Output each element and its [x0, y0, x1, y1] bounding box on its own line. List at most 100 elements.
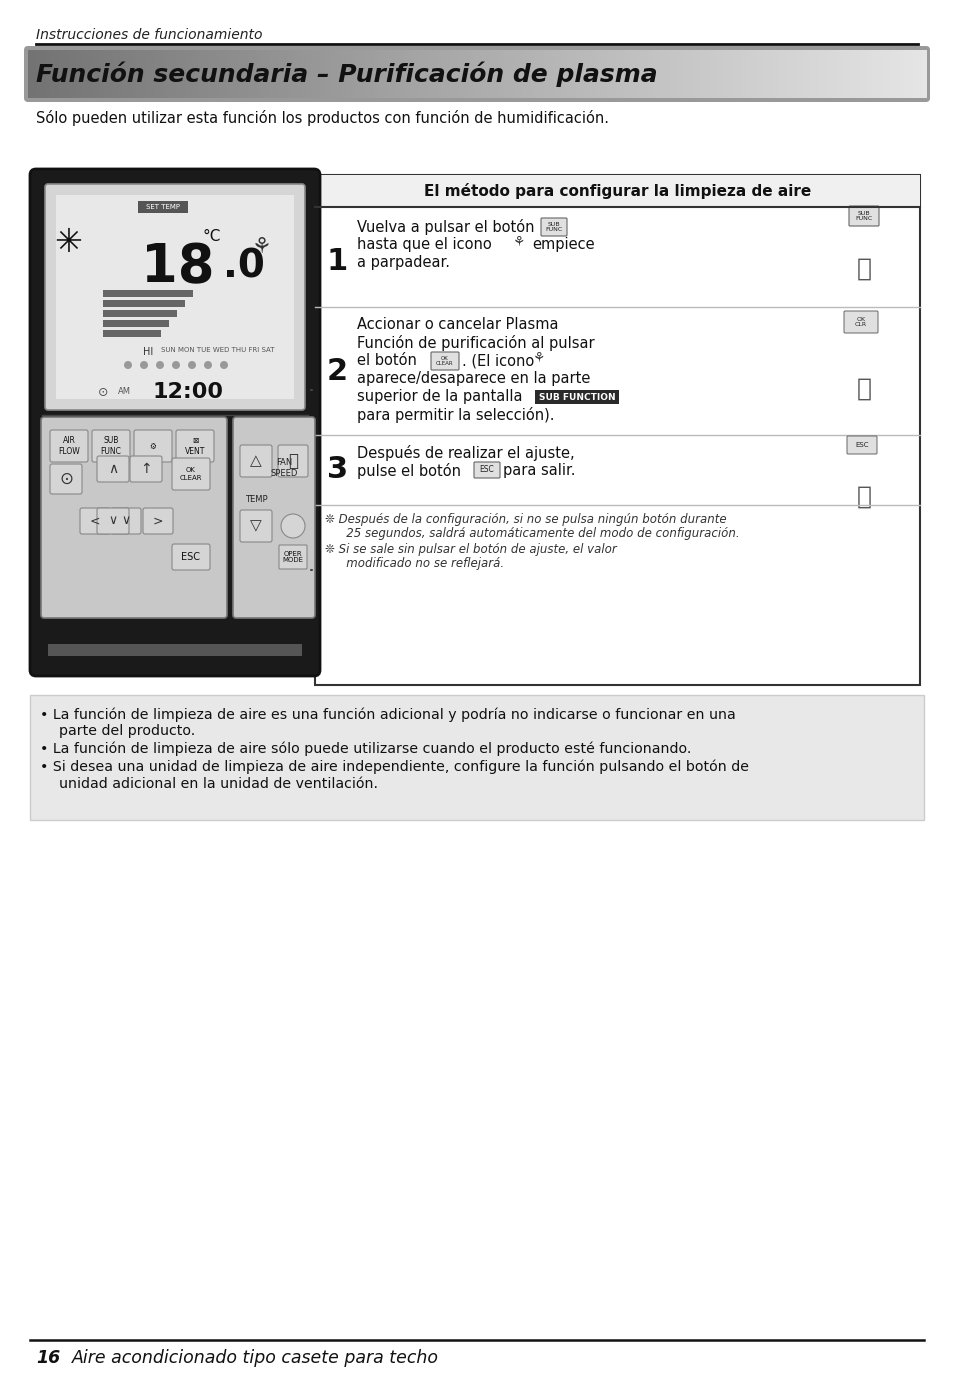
- Bar: [468, 50, 473, 98]
- Text: aparece/desaparece en la parte: aparece/desaparece en la parte: [356, 371, 590, 386]
- Text: SUN MON TUE WED THU FRI SAT: SUN MON TUE WED THU FRI SAT: [161, 347, 274, 353]
- Text: OK
CLR: OK CLR: [854, 316, 866, 328]
- Text: SUB
FUNC: SUB FUNC: [100, 437, 121, 456]
- Bar: [436, 50, 441, 98]
- Bar: [763, 50, 769, 98]
- Text: HI: HI: [143, 347, 153, 357]
- Bar: [530, 50, 536, 98]
- Bar: [912, 50, 917, 98]
- Bar: [732, 50, 738, 98]
- Text: 🖐: 🖐: [856, 258, 871, 281]
- Bar: [28, 50, 33, 98]
- Bar: [800, 50, 805, 98]
- Bar: [279, 50, 285, 98]
- Bar: [91, 50, 96, 98]
- FancyBboxPatch shape: [50, 463, 82, 494]
- Text: ⚘: ⚘: [532, 351, 544, 365]
- Bar: [271, 50, 275, 98]
- Text: El método para configurar la limpieza de aire: El método para configurar la limpieza de…: [423, 183, 810, 199]
- Bar: [172, 50, 177, 98]
- Text: OK
CLEAR: OK CLEAR: [436, 356, 454, 367]
- Text: >: >: [152, 515, 163, 528]
- Bar: [836, 50, 841, 98]
- Text: el botón: el botón: [356, 353, 416, 368]
- Bar: [476, 50, 482, 98]
- Text: ⚘: ⚘: [252, 237, 272, 258]
- Bar: [167, 50, 172, 98]
- Text: 18: 18: [141, 241, 214, 293]
- FancyBboxPatch shape: [431, 351, 458, 370]
- Bar: [135, 50, 141, 98]
- Text: ❊ Si se sale sin pulsar el botón de ajuste, el valor: ❊ Si se sale sin pulsar el botón de ajus…: [325, 543, 616, 556]
- Bar: [768, 50, 774, 98]
- Bar: [535, 50, 540, 98]
- Text: OK
CLEAR: OK CLEAR: [179, 468, 202, 480]
- Text: ↑: ↑: [140, 462, 152, 476]
- Bar: [41, 50, 47, 98]
- Bar: [314, 175, 919, 207]
- Bar: [647, 50, 653, 98]
- Text: superior de la pantalla: superior de la pantalla: [356, 389, 522, 405]
- Bar: [423, 50, 428, 98]
- Text: TEMP: TEMP: [244, 496, 267, 504]
- Bar: [558, 50, 562, 98]
- FancyBboxPatch shape: [278, 545, 307, 568]
- Text: △: △: [250, 454, 262, 469]
- Text: SUB
FUNC: SUB FUNC: [855, 210, 872, 221]
- Bar: [243, 50, 249, 98]
- Bar: [64, 50, 70, 98]
- Bar: [132, 50, 136, 98]
- Bar: [472, 50, 477, 98]
- Bar: [46, 50, 51, 98]
- Text: 3: 3: [327, 455, 348, 484]
- Bar: [333, 50, 338, 98]
- FancyBboxPatch shape: [848, 206, 878, 225]
- Bar: [584, 50, 590, 98]
- Bar: [364, 50, 370, 98]
- Text: a parpadear.: a parpadear.: [356, 255, 450, 270]
- Bar: [571, 50, 577, 98]
- Bar: [418, 50, 424, 98]
- Bar: [576, 50, 580, 98]
- Bar: [916, 50, 922, 98]
- Bar: [579, 50, 585, 98]
- Bar: [301, 50, 307, 98]
- Bar: [103, 290, 193, 297]
- Bar: [535, 391, 618, 405]
- Bar: [37, 50, 43, 98]
- Bar: [611, 50, 617, 98]
- Bar: [297, 50, 302, 98]
- Text: Función de purificación al pulsar: Función de purificación al pulsar: [356, 335, 594, 351]
- Bar: [427, 50, 433, 98]
- Bar: [692, 50, 698, 98]
- Bar: [907, 50, 913, 98]
- Bar: [59, 50, 65, 98]
- Text: 1: 1: [327, 248, 348, 277]
- Bar: [490, 50, 496, 98]
- Bar: [69, 50, 73, 98]
- Bar: [499, 50, 504, 98]
- Bar: [638, 50, 643, 98]
- Bar: [804, 50, 809, 98]
- Bar: [526, 50, 532, 98]
- Bar: [786, 50, 792, 98]
- Bar: [360, 50, 365, 98]
- Text: Función secundaria – Purificación de plasma: Función secundaria – Purificación de pla…: [36, 62, 657, 87]
- Text: ESC: ESC: [181, 552, 200, 561]
- FancyBboxPatch shape: [846, 435, 876, 454]
- Bar: [288, 50, 294, 98]
- Text: SUB
FUNC: SUB FUNC: [545, 221, 562, 232]
- Text: para salir.: para salir.: [502, 463, 575, 477]
- Bar: [454, 50, 459, 98]
- Bar: [256, 50, 262, 98]
- Bar: [589, 50, 594, 98]
- Bar: [30, 694, 923, 820]
- Bar: [606, 50, 612, 98]
- Text: ESC: ESC: [854, 442, 868, 448]
- FancyBboxPatch shape: [233, 417, 314, 617]
- Bar: [329, 50, 334, 98]
- Text: pulse el botón: pulse el botón: [356, 463, 460, 479]
- Bar: [566, 50, 572, 98]
- Text: 🖐: 🖐: [856, 484, 871, 510]
- Bar: [185, 50, 191, 98]
